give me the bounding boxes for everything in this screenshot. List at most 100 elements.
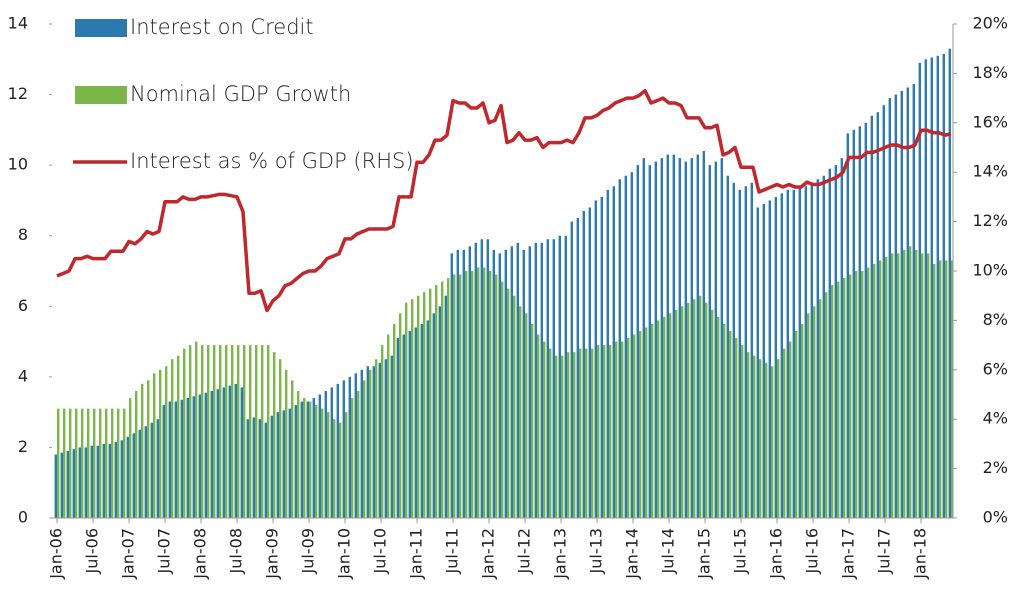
bar [756, 207, 759, 518]
bar [372, 366, 375, 518]
bar [690, 158, 693, 519]
bar [501, 281, 504, 518]
bar [240, 387, 243, 518]
bar [603, 345, 606, 518]
bar [360, 369, 363, 518]
bar [396, 338, 399, 518]
bar [315, 405, 318, 518]
bar [876, 112, 879, 518]
bar [795, 330, 798, 518]
bar [651, 323, 654, 518]
bar [687, 302, 690, 518]
bar [834, 165, 837, 518]
bar [558, 235, 561, 518]
bar [858, 126, 861, 518]
bar [771, 366, 774, 518]
bar [207, 345, 210, 518]
bar [783, 348, 786, 518]
bar [864, 122, 867, 519]
bar [357, 390, 360, 518]
y2-tick-label: 0% [983, 508, 1008, 527]
bar [549, 348, 552, 518]
bar [933, 263, 936, 518]
x-tick-label: Jan-13 [551, 528, 570, 580]
bar [201, 345, 204, 518]
bar [789, 341, 792, 518]
bar [444, 295, 447, 518]
bar [807, 313, 810, 518]
bar [387, 334, 390, 518]
bar [891, 253, 894, 518]
bar [159, 369, 162, 518]
bar [441, 281, 444, 518]
bar [576, 218, 579, 519]
bar [168, 401, 171, 518]
bar [450, 253, 453, 518]
bar [816, 179, 819, 518]
bar [822, 175, 825, 518]
bar [297, 390, 300, 518]
bar [627, 338, 630, 518]
bar [672, 154, 675, 519]
bar [54, 454, 57, 518]
bar [798, 186, 801, 519]
bar [57, 408, 60, 518]
bar [594, 200, 597, 518]
bar [645, 327, 648, 518]
bar [75, 408, 78, 518]
bar [318, 394, 321, 518]
bar [453, 274, 456, 518]
bar [552, 239, 555, 518]
bar [555, 355, 558, 518]
bar [144, 426, 147, 518]
x-tick-label: Jan-15 [695, 528, 714, 580]
bar [516, 242, 519, 518]
bar [909, 246, 912, 519]
x-tick-label: Jan-12 [479, 528, 498, 580]
bar [246, 419, 249, 518]
x-tick-label: Jul-09 [299, 528, 318, 574]
y2-tick-label: 4% [983, 409, 1008, 428]
bar [411, 299, 414, 518]
bar [924, 59, 927, 519]
bar [885, 256, 888, 518]
x-tick-label: Jan-09 [263, 528, 282, 580]
bar [465, 271, 468, 518]
bar [255, 345, 258, 518]
bar [306, 401, 309, 518]
bar [480, 239, 483, 518]
x-tick-label: Jan-16 [767, 528, 786, 580]
bar [258, 419, 261, 518]
bar [408, 330, 411, 518]
bar [165, 366, 168, 518]
bar [492, 249, 495, 519]
bar [855, 271, 858, 518]
bar [732, 182, 735, 519]
bar [699, 295, 702, 518]
bar [405, 302, 408, 518]
bar [726, 175, 729, 518]
bar [504, 249, 507, 519]
bar [210, 390, 213, 518]
bar [846, 133, 849, 518]
bar [459, 274, 462, 518]
bar [561, 355, 564, 518]
y-tick-label: 12 [8, 84, 28, 103]
bar [948, 48, 951, 518]
y2-tick-label: 16% [972, 112, 1008, 131]
bar [774, 196, 777, 518]
bar [354, 373, 357, 518]
bar [714, 161, 717, 518]
x-tick-label: Jan-11 [407, 528, 426, 580]
legend-label: Interest as % of GDP (RHS) [130, 149, 414, 173]
bar [291, 380, 294, 518]
bar [309, 401, 312, 518]
bar [951, 260, 954, 518]
bar [393, 323, 396, 518]
bar [435, 285, 438, 518]
bar [72, 449, 75, 518]
bar [429, 288, 432, 518]
bar [171, 359, 174, 518]
bar [915, 249, 918, 519]
x-tick-label: Jan-10 [335, 528, 354, 580]
